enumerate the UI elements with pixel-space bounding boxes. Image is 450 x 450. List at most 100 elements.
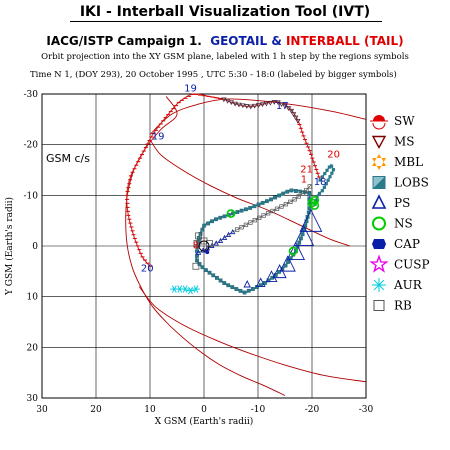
lobs-marker [314, 198, 318, 202]
lobs-marker [211, 273, 216, 278]
hour-label: 8 [193, 241, 199, 252]
ast [373, 279, 385, 291]
hour-label: 18 [314, 177, 327, 188]
hour-label: 20 [141, 263, 154, 274]
lobs-marker [256, 202, 261, 207]
x-tick-label: -20 [305, 405, 320, 415]
ns-marker [310, 195, 320, 205]
triangle-icon [371, 194, 387, 209]
lobs-marker [203, 268, 208, 273]
plot-subtitle: Orbit projection into the XY GSM plane, … [41, 52, 409, 62]
lobs-marker [195, 258, 199, 263]
lower-boundary-curve [138, 286, 367, 383]
legend-label-aur: AUR [393, 278, 423, 292]
ms-marker [255, 103, 262, 108]
lobs-marker [327, 165, 331, 169]
x-tick-label: 0 [201, 405, 207, 415]
lobs-marker [234, 287, 239, 291]
lobs-marker [230, 285, 235, 290]
ms-marker [228, 100, 235, 106]
ps-marker [243, 279, 251, 288]
ms-marker [244, 104, 250, 109]
x-tick-label: 30 [36, 405, 48, 415]
lobs-marker [326, 178, 330, 182]
y-tick-label: -20 [24, 141, 39, 151]
ms-marker [285, 106, 292, 111]
x-tick-label: -10 [251, 405, 266, 415]
down-triangle-icon [371, 135, 387, 149]
y-axis-label: Y GSM (Earth's radii) [4, 197, 15, 296]
lobs-marker [281, 191, 286, 196]
ms-marker [236, 102, 242, 108]
half-square-icon [372, 176, 386, 189]
lobs-marker [222, 281, 227, 285]
lobs-marker [286, 260, 290, 264]
hour-label: 21 [300, 165, 313, 176]
window-title: IKI - Interball Visualization Tool (IVT) [79, 4, 371, 20]
sun-half [373, 115, 385, 121]
square-icon [373, 300, 385, 311]
lobs-marker [317, 191, 322, 196]
aur-stroke [171, 285, 177, 293]
legend-label-sw: SW [394, 114, 415, 128]
rb-marker [195, 232, 203, 240]
tri [371, 135, 387, 149]
lobs-marker [207, 270, 212, 275]
ms-marker [290, 112, 297, 117]
legend-label-mbl: MBL [394, 155, 423, 169]
legend-label-ms: MS [394, 135, 415, 149]
sq-half [373, 176, 385, 189]
campaign-geotail: GEOTAIL [210, 34, 268, 48]
x-axis-label: X GSM (Earth's radii) [155, 416, 254, 427]
lobs-marker [226, 283, 231, 288]
lobs-marker [196, 236, 201, 240]
lobs-marker [260, 200, 265, 205]
rb-marker [279, 204, 284, 209]
ms-marker [232, 101, 238, 107]
y-tick-label: 30 [27, 394, 39, 404]
aur-marker [186, 286, 195, 295]
hour-label: 1 [301, 175, 307, 186]
campaign-prefix: IACG/ISTP Campaign 1. [46, 34, 202, 48]
x-tick-label: -30 [359, 405, 374, 415]
ps-marker [299, 208, 323, 232]
lobs-marker [289, 188, 294, 193]
lobs-marker [318, 178, 322, 182]
ms-marker [240, 103, 246, 109]
y-tick-label: -30 [24, 90, 39, 100]
ms-marker [271, 100, 278, 105]
coord-system-label: GSM c/s [46, 152, 90, 165]
lobs-marker [277, 269, 281, 274]
lobs-marker [294, 189, 298, 193]
rb-marker [252, 218, 257, 223]
tri [371, 194, 387, 209]
lobs-marker [283, 263, 288, 268]
y-tick-label: 10 [27, 293, 39, 303]
y-tick-label: 0 [32, 242, 38, 252]
circ [372, 216, 386, 231]
circle-icon [372, 216, 386, 231]
lobs-marker [248, 205, 253, 210]
star-icon [369, 254, 389, 273]
lobs-marker [200, 227, 205, 232]
rb-marker [292, 197, 297, 202]
lobs-marker [330, 171, 334, 175]
aur-stroke [193, 285, 199, 293]
lobs-marker [273, 195, 277, 200]
ps-marker [225, 231, 232, 237]
lobs-marker [322, 185, 326, 189]
ms-marker [295, 118, 301, 124]
hour-label: 20 [327, 149, 340, 160]
ps-marker [286, 241, 306, 261]
lobs-marker [198, 231, 203, 236]
lobs-marker [285, 189, 290, 194]
lobs-marker [264, 199, 269, 204]
ps-marker [195, 249, 202, 255]
ms-marker [251, 103, 258, 109]
rb-marker [288, 199, 293, 204]
rb-marker [300, 191, 305, 196]
y-tick-label: 20 [27, 343, 39, 353]
rb-marker [274, 206, 280, 211]
